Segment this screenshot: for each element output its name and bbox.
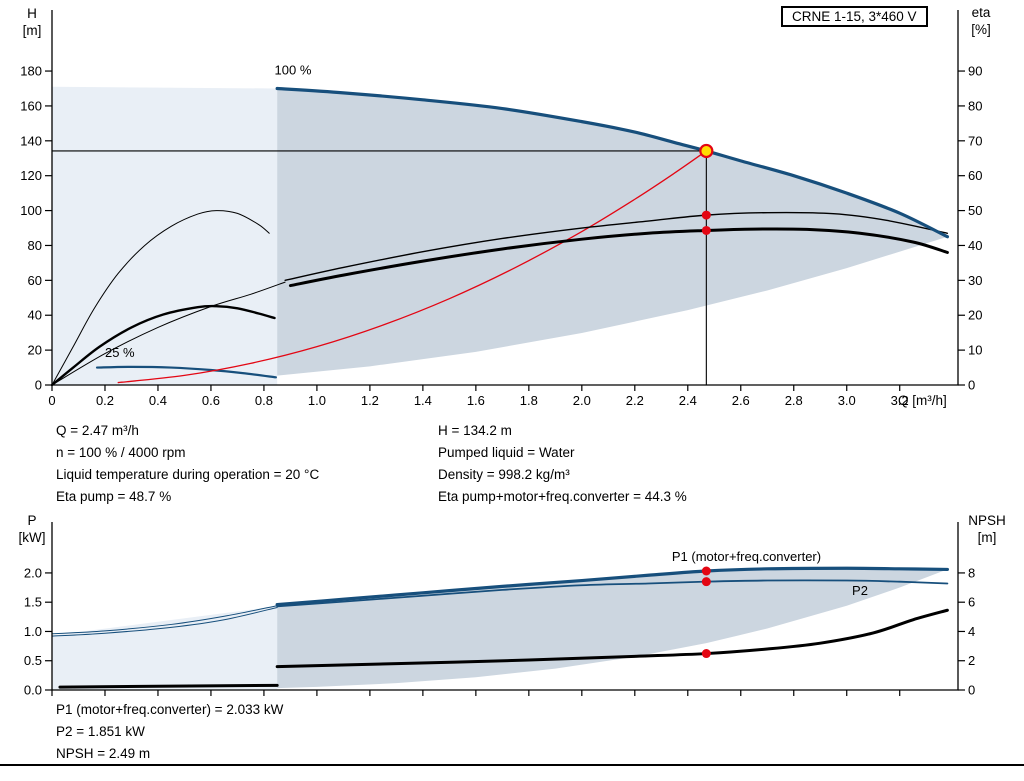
x-tick-label: 1.6 (467, 393, 485, 408)
y-left-tick-label: 80 (28, 238, 42, 253)
y-right-tick-label: 60 (968, 168, 982, 183)
hq-x-axis-title: Q [m³/h] (898, 393, 947, 408)
y-right-tick-label: 8 (968, 565, 975, 580)
eta-arc-low-join (51, 281, 286, 386)
info-line-speed: n = 100 % / 4000 rpm (56, 445, 186, 460)
duty-point-marker[interactable] (699, 143, 714, 159)
y-right-tick-label: 0 (968, 683, 975, 698)
npsh-point-marker (701, 649, 711, 659)
system-curve (117, 150, 707, 384)
y-right-tick-label: 80 (968, 98, 982, 113)
p1-point-marker (701, 566, 711, 576)
operating-envelope (277, 88, 948, 376)
x-tick-label: 1.8 (520, 393, 538, 408)
info-line-pumped-liquid: Pumped liquid = Water (438, 445, 575, 460)
y-left-tick-label: 180 (20, 64, 42, 79)
eta-total-curve (288, 227, 949, 288)
info-line-q: Q = 2.47 m³/h (56, 423, 139, 438)
y-left-tick-label: 20 (28, 343, 42, 358)
x-tick-label: 1.0 (308, 393, 326, 408)
power-left-axis-title: P [kW] (18, 513, 46, 545)
y-left-tick-label: 0 (35, 378, 42, 393)
x-tick-label: 2.4 (679, 393, 697, 408)
duty-info-right: H = 134.2 m Pumped liquid = Water Densit… (438, 420, 687, 508)
y-right-tick-label: 10 (968, 343, 982, 358)
eta-pump-curve (284, 211, 949, 282)
info-line-eta-total: Eta pump+motor+freq.converter = 44.3 % (438, 489, 687, 504)
y-right-tick-label: 50 (968, 203, 982, 218)
y-right-tick-label: 4 (968, 624, 975, 639)
y-right-tick-label: 70 (968, 133, 982, 148)
eta-arc-low-mid (50, 304, 276, 387)
y-right-tick-label: 0 (968, 378, 975, 393)
info-line-p1: P1 (motor+freq.converter) = 2.033 kW (56, 702, 284, 717)
x-tick-label: 3.0 (838, 393, 856, 408)
y-right-tick-label: 90 (968, 64, 982, 79)
x-tick-label: 3.2 (891, 393, 909, 408)
info-line-h: H = 134.2 m (438, 423, 512, 438)
y-left-tick-label: 0.0 (24, 683, 42, 698)
power-info-block: P1 (motor+freq.converter) = 2.033 kW P2 … (56, 699, 283, 765)
y-right-tick-label: 40 (968, 238, 982, 253)
curve-label: P2 (852, 583, 868, 598)
x-tick-label: 1.2 (361, 393, 379, 408)
info-line-liquid-temp: Liquid temperature during operation = 20… (56, 467, 320, 482)
y-left-tick-label: 140 (20, 133, 42, 148)
p1-low-curve (51, 605, 278, 635)
eta-total-point-marker (701, 225, 711, 235)
x-tick-label: 0.4 (149, 393, 167, 408)
y-left-tick-label: 2.0 (24, 565, 42, 580)
x-tick-label: 2.0 (573, 393, 591, 408)
y-left-tick-label: 1.0 (24, 624, 42, 639)
info-line-density: Density = 998.2 kg/m³ (438, 467, 570, 482)
duty-info-left: Q = 2.47 m³/h n = 100 % / 4000 rpm Liqui… (56, 420, 319, 508)
p2-curve (276, 579, 949, 608)
hq-right-axis-title: eta [%] (971, 5, 991, 37)
x-tick-label: 2.6 (732, 393, 750, 408)
y-left-tick-label: 1.5 (24, 595, 42, 610)
x-tick-label: 0.8 (255, 393, 273, 408)
eta-arc-low-tall (51, 210, 270, 386)
operating-envelope (277, 568, 948, 689)
hq-eta-chart: 0 0.2 0.4 0.6 0.8 1.0 1.2 1.4 1.6 1.8 2.0 2.2 2.4 2.6… (20, 10, 982, 408)
y-left-tick-label: 160 (20, 98, 42, 113)
speed-100-curve (275, 86, 950, 239)
curve-label: 25 % (105, 345, 135, 360)
x-tick-label: 0.2 (96, 393, 114, 408)
hq-left-axis-title: H [m] (22, 6, 42, 38)
x-tick-label: 0.6 (202, 393, 220, 408)
eta-pump-point-marker (701, 210, 711, 220)
power-npsh-chart: 0.0 0.5 1.0 1.5 2.0 0 2 4 6 8 P1 (motor+freq.conve… (24, 522, 975, 698)
x-tick-label: 2.8 (785, 393, 803, 408)
curve-label: 100 % (275, 63, 312, 78)
x-tick-label: 1.4 (414, 393, 432, 408)
info-line-npsh: NPSH = 2.49 m (56, 746, 151, 761)
speed-25-curve (95, 365, 277, 379)
bottom-divider (0, 764, 1024, 766)
low-flow-region (52, 606, 278, 690)
y-left-tick-label: 0.5 (24, 653, 42, 668)
info-line-p2: P2 = 1.851 kW (56, 724, 145, 739)
npsh-low-curve (58, 683, 279, 689)
info-line-eta-pump: Eta pump = 48.7 % (56, 489, 172, 504)
p1-curve (275, 566, 950, 607)
p2-low-curve (51, 606, 278, 637)
low-flow-region (52, 86, 278, 385)
y-right-tick-label: 6 (968, 595, 975, 610)
y-right-tick-label: 2 (968, 653, 975, 668)
p2-point-marker (701, 577, 711, 587)
y-left-tick-label: 40 (28, 308, 42, 323)
power-right-axis-title: NPSH [m] (968, 513, 1006, 545)
y-left-tick-label: 120 (20, 168, 42, 183)
y-right-tick-label: 30 (968, 273, 982, 288)
curve-label: P1 (motor+freq.converter) (672, 549, 821, 564)
x-tick-label: 2.2 (626, 393, 644, 408)
axis-frame (51, 10, 959, 386)
pump-title-box: CRNE 1-15, 3*460 V (781, 6, 928, 27)
y-left-tick-label: 100 (20, 203, 42, 218)
axis-frame (51, 522, 959, 691)
y-left-tick-label: 60 (28, 273, 42, 288)
x-tick-label: 0 (48, 393, 55, 408)
y-right-tick-label: 20 (968, 308, 982, 323)
